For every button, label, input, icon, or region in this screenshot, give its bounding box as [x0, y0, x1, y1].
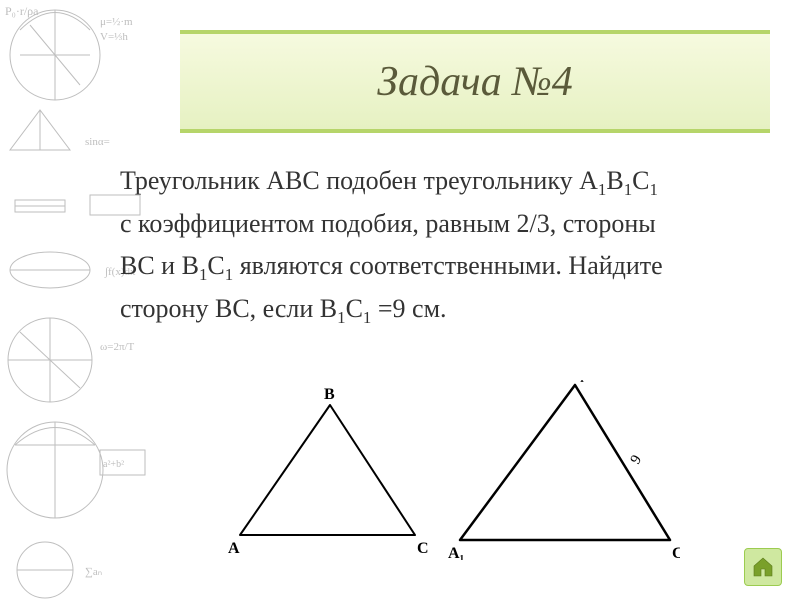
svg-text:V=⅓h: V=⅓h [100, 31, 128, 43]
slide-title: Задача №4 [377, 58, 573, 106]
svg-text:∑aₙ: ∑aₙ [85, 566, 102, 578]
svg-text:sinα=: sinα= [85, 136, 110, 148]
t: С [346, 294, 363, 323]
svg-text:9: 9 [628, 453, 646, 467]
t: С [207, 251, 224, 280]
svg-text:ω=2π/T: ω=2π/T [100, 341, 135, 353]
s: 1 [624, 180, 632, 199]
svg-text:A: A [228, 540, 240, 557]
svg-text:P₀·r/ρa: P₀·r/ρa [5, 4, 39, 18]
home-button[interactable] [744, 548, 782, 586]
svg-text:A₁: A₁ [448, 545, 465, 560]
title-band: Задача №4 [180, 30, 770, 133]
t: с коэффициентом подобия, равным 2/3, сто… [120, 209, 656, 238]
svg-text:C: C [417, 540, 429, 557]
t: ВС и В [120, 251, 199, 280]
t: =9 см. [371, 294, 446, 323]
s: 1 [337, 308, 345, 327]
slide: P₀·r/ρa μ=½·m V=⅓h sinα= ∫f(x)dx ω=2π/T … [0, 0, 800, 600]
svg-text:a²+b²: a²+b² [103, 459, 124, 470]
s: 1 [649, 180, 657, 199]
home-icon [751, 555, 775, 579]
t: Треугольник АВС подобен треугольнику А [120, 166, 598, 195]
svg-text:B: B [324, 386, 335, 403]
svg-text:C₁: C₁ [672, 545, 680, 560]
t: В [606, 166, 623, 195]
t: сторону ВС, если В [120, 294, 337, 323]
s: 1 [225, 265, 233, 284]
problem-text: Треугольник АВС подобен треугольнику А1В… [120, 160, 740, 331]
svg-text:μ=½·m: μ=½·m [100, 16, 133, 28]
triangle-figure: A B C A₁ B₁ C₁ 9 [200, 380, 680, 560]
t: являются соответственными. Найдите [233, 251, 663, 280]
svg-text:B₁: B₁ [569, 380, 585, 383]
t: С [632, 166, 649, 195]
